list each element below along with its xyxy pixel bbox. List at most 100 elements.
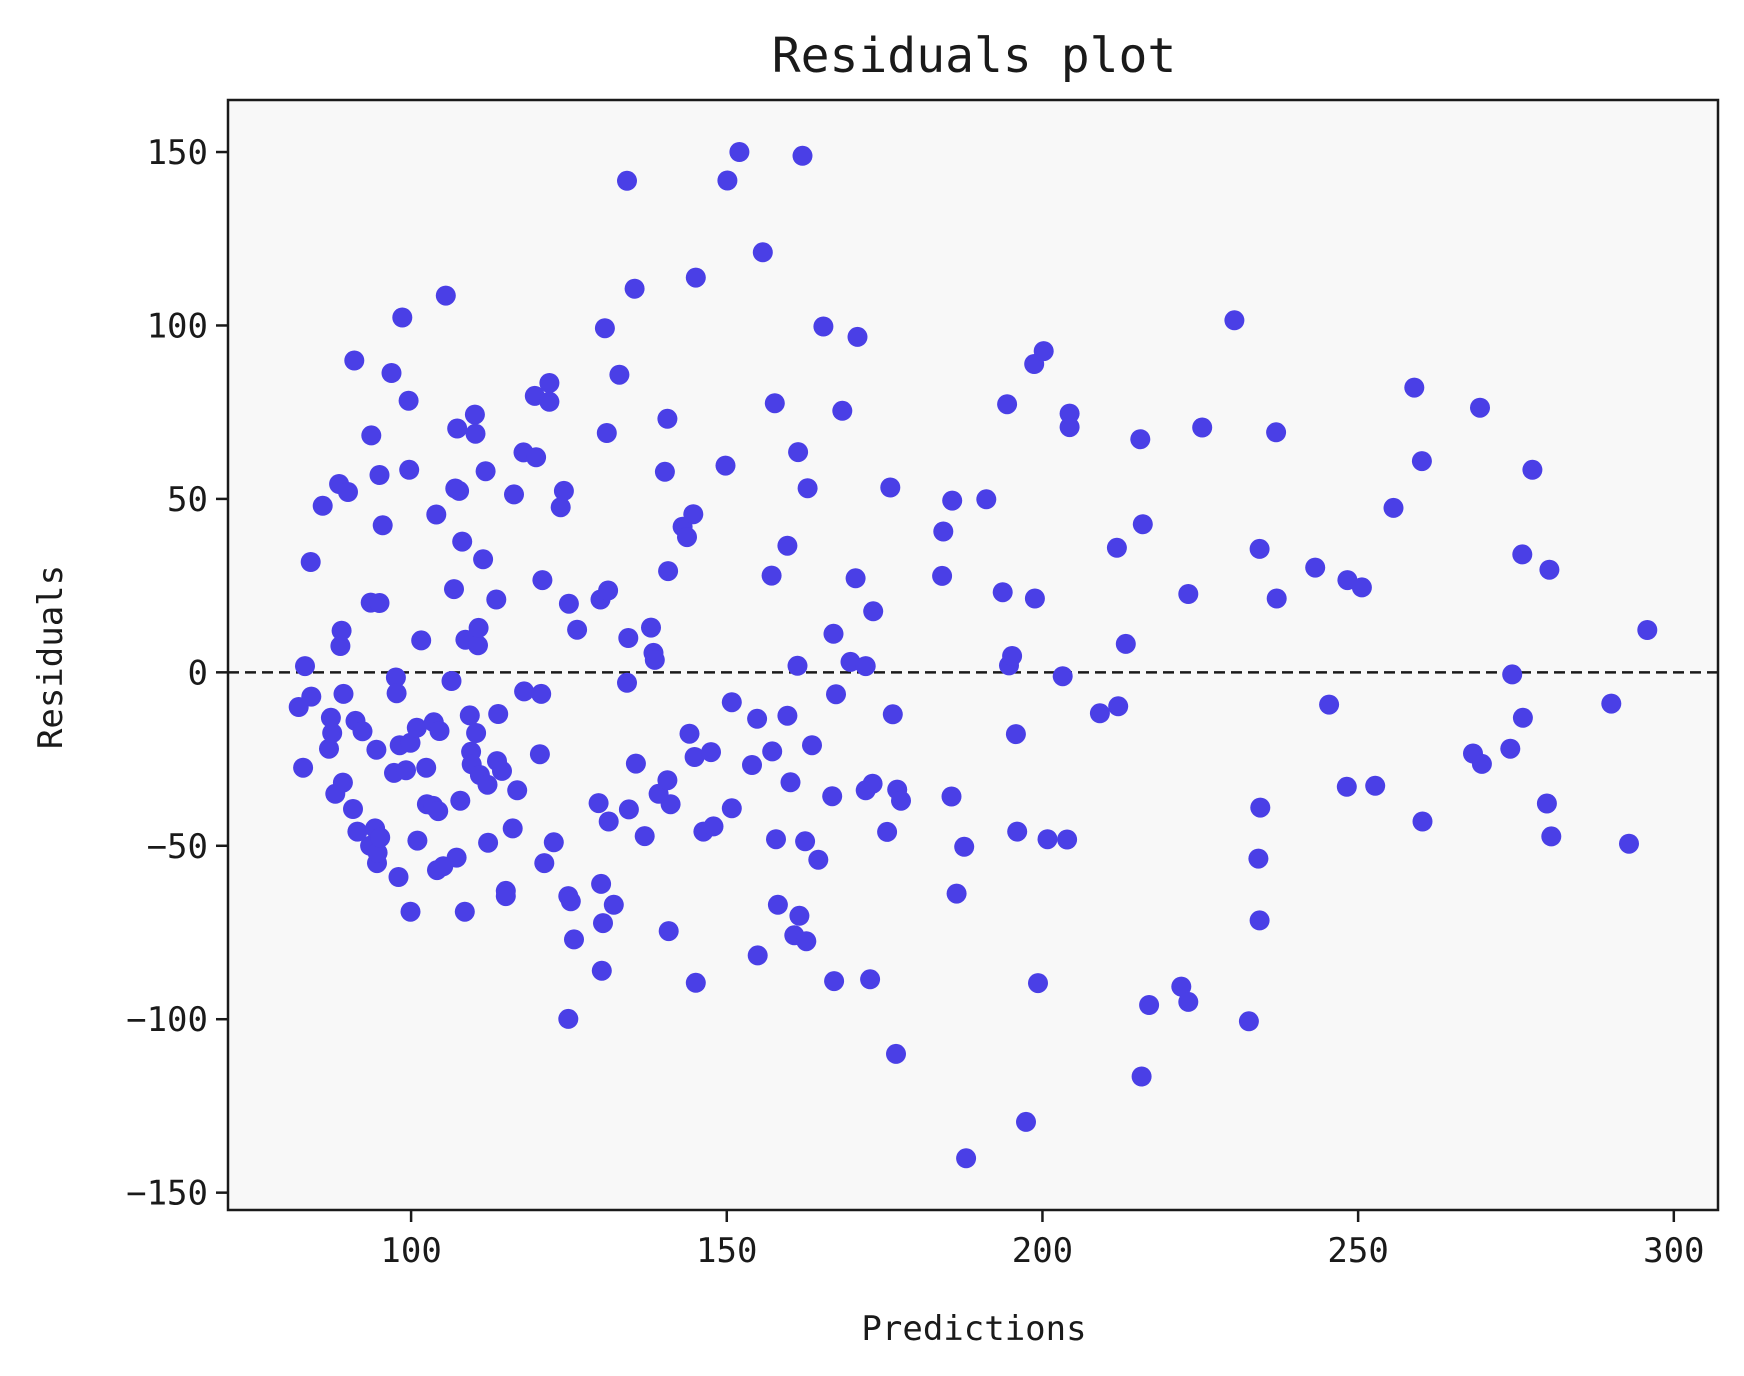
data-point [1539,559,1560,580]
data-point [588,793,609,814]
data-point [860,969,881,990]
data-point [685,267,706,288]
data-point [459,705,480,726]
data-point [495,886,516,907]
y-tick-label: −100 [126,1000,208,1040]
data-point [1057,829,1078,850]
data-point [658,921,679,942]
data-point [1502,664,1523,685]
data-point [477,774,498,795]
data-point [332,772,353,793]
data-point [1404,377,1425,398]
data-point [1028,973,1048,994]
data-point [449,480,470,501]
data-point [532,570,553,591]
data-point [701,742,721,763]
data-point [880,477,901,498]
x-tick-label: 200 [1012,1231,1073,1271]
data-point [475,461,496,482]
data-point [1470,397,1490,418]
data-point [1412,811,1433,832]
data-point [400,901,421,922]
data-point [369,465,390,485]
data-point [330,636,351,656]
data-point [1471,753,1492,774]
data-point [855,656,876,677]
data-point [721,798,742,819]
data-point [618,628,639,648]
data-point [564,929,584,950]
data-point [361,425,382,446]
data-point [406,717,427,738]
data-point [593,913,613,934]
data-point [558,1008,579,1029]
data-point [426,504,447,525]
data-point [473,549,494,570]
data-point [1115,633,1136,654]
data-point [591,960,612,981]
data-point [1351,577,1372,598]
data-point [444,579,464,600]
data-point [1249,538,1270,559]
data-point [591,873,612,894]
data-point [428,801,449,822]
data-point [429,721,450,741]
data-point [862,773,883,794]
data-point [558,593,579,614]
data-point [399,459,420,480]
data-point [1250,797,1271,818]
data-point [534,853,555,874]
data-point [1131,1066,1152,1087]
data-point [1005,724,1026,745]
data-point [797,478,818,499]
y-axis-title: Residuals [31,565,71,749]
data-point [529,744,550,765]
data-point [343,799,363,819]
data-point [347,821,368,842]
data-point [992,582,1013,603]
data-point [452,531,473,552]
data-point [1512,707,1533,728]
data-point [840,651,861,672]
data-point [1619,833,1639,854]
data-point [886,1043,906,1064]
data-point [609,364,630,385]
data-point [1522,459,1543,480]
data-point [594,318,615,339]
data-point [997,394,1018,415]
data-point [319,738,339,759]
data-point [596,423,617,443]
data-point [766,829,786,850]
data-point [863,601,884,622]
data-point [1305,557,1326,578]
data-point [618,799,639,820]
data-point [792,145,813,166]
data-point [832,400,853,421]
data-point [787,655,808,676]
data-point [634,826,655,847]
data-point [1192,417,1213,438]
data-point [641,617,661,638]
data-point [446,847,467,868]
data-point [598,580,619,601]
y-tick-label: −150 [126,1174,208,1214]
data-point [293,757,314,778]
data-point [1033,341,1054,362]
data-point [1016,1111,1036,1132]
data-point [679,723,700,744]
data-point [1541,826,1562,847]
data-point [954,836,975,857]
data-point [396,760,416,781]
data-point [381,363,402,383]
y-tick-label: −50 [147,827,208,867]
data-point [742,755,762,775]
data-point [823,623,844,644]
data-point [560,891,581,912]
data-point [1139,995,1160,1015]
data-point [1007,821,1028,842]
data-point [466,723,487,743]
data-point [780,772,801,793]
data-point [625,753,646,774]
data-point [767,894,788,915]
